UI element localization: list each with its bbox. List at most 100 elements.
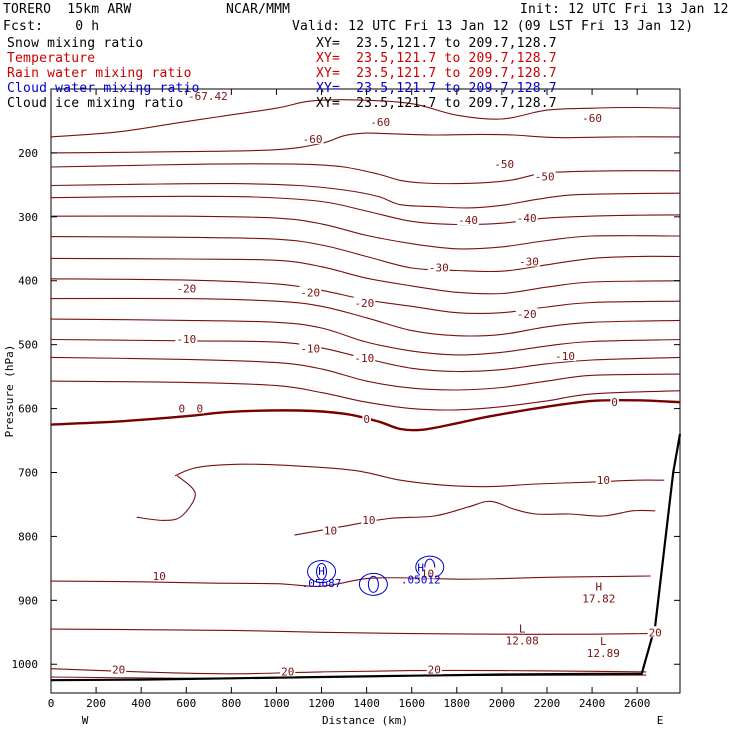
contour-label: -10 [555,350,575,363]
east-label: E [657,714,664,727]
field-name-temperature: Temperature [7,51,96,66]
x-tick-label: 2200 [534,697,561,710]
extremum-letter: L [519,622,526,635]
contour-label: 10 [597,474,610,487]
y-tick-label: 500 [18,339,38,352]
contour-label: 10 [421,567,434,580]
center-name: NCAR/MMM [226,2,291,17]
x-tick-label: 400 [131,697,151,710]
x-tick-label: 1800 [444,697,471,710]
x-tick-label: 2400 [579,697,606,710]
freezing-level-line [50,398,681,432]
contour-label: 20 [281,665,294,678]
field-name-cloud-ice: Cloud ice mixing ratio [7,96,184,111]
contour-label-background [493,157,516,169]
extremum-value: 12.89 [587,647,620,660]
y-tick-label: 200 [18,147,38,160]
isotherm-line [50,380,681,411]
contour-label-background [427,261,450,273]
valid-time: Valid: 12 UTC Fri 13 Jan 12 (09 LST Fri … [292,19,694,34]
isotherm-line [50,318,681,356]
contour-label: 10 [324,525,337,538]
y-tick-label: 400 [18,275,38,288]
contour-label-background [647,626,663,638]
isotherm-line [50,668,647,675]
isotherm-line [50,236,681,273]
x-tick-label: 200 [86,697,106,710]
contour-label: -20 [176,282,196,295]
contour-label-background [322,524,339,536]
x-tick-label: 1400 [353,697,380,710]
contour-label-background [515,212,538,224]
contour-label: 0 [363,413,370,426]
extremum-value: 12.08 [506,634,539,647]
contour-label-background [361,513,377,525]
isotherm-line [50,297,681,337]
extremum-letter: H [318,565,325,578]
terrain-line [50,433,682,682]
contour-label: -20 [354,297,374,310]
axes-layer: 0 200 400 600 800 1000 1200 1400 1600 1800 2000 220… [12,89,680,710]
contour-label: -10 [300,342,320,355]
x-tick-label: 0 [48,697,55,710]
extremum-letter: H [417,562,424,575]
isotherm-line [50,575,651,587]
cloud-water-contour [367,575,379,593]
extremum-value: .05012 [401,574,441,587]
contour-label-background [369,116,392,128]
y-tick-label: 700 [18,466,38,479]
contour-label-background [299,286,322,298]
isotherm-line [50,628,649,635]
field-xy-rain: XY= 23.5,121.7 to 209.7,128.7 [316,66,557,81]
contour-label: 20 [112,663,125,676]
isotherm-line [50,257,681,295]
isotherm-line [50,195,681,226]
cloud-water-layer [307,555,445,596]
contour-label-background [362,412,371,424]
x-tick-label: 600 [176,697,196,710]
model-title: TORERO 15km ARW [3,2,132,17]
cloud-water-contour [307,560,337,584]
west-label: W [82,714,89,727]
field-name-rain: Rain water mixing ratio [7,66,192,81]
cloud-water-contour [358,572,388,596]
isotherm-line [50,215,681,250]
contour-label-background [177,402,187,414]
x-tick-label: 1000 [263,697,290,710]
y-tick-label: 900 [18,594,38,607]
contour-label-background [151,570,167,582]
contour-label-background [299,342,322,354]
x-tick-label: 2000 [489,697,516,710]
extremum-value: 17.82 [582,593,615,606]
contour-label-layer: -60 -60 -60 -50 -50 -40 -40 -30 -30 -20 -20 -20 -20 -… [111,111,663,678]
field-xy-cloud-water: XY= 23.5,121.7 to 209.7,128.7 [316,81,557,96]
isotherm-line [50,278,681,315]
contour-label-background [426,663,442,675]
contour-label-background [554,350,576,362]
contour-label: -40 [458,214,478,227]
extremum-letter: L [600,635,607,648]
freezing-level-layer [50,398,681,432]
contour-label-background [610,396,619,408]
contour-label-background [175,282,198,294]
contour-label-background [515,307,538,319]
contour-label-background [595,474,611,486]
isotherm-line [294,500,656,536]
x-tick-label: 800 [221,697,241,710]
contour-label-background [195,402,205,414]
y-axis-title: Pressure (hPa) [3,345,16,438]
contour-label-background [533,170,556,182]
field-xy-temperature: XY= 23.5,121.7 to 209.7,128.7 [316,51,557,66]
terrain-layer [50,433,682,682]
contour-label: 10 [153,570,166,583]
field-name-snow: Snow mixing ratio [7,36,144,51]
contour-label-background [581,111,603,123]
y-tick-label: 1000 [12,658,39,671]
contour-label: 10 [362,514,375,527]
forecast-hour: Fcst: 0 h [3,19,100,34]
cloud-water-contour [316,563,328,581]
contour-label: 0 [196,403,203,416]
field-name-cloud-water: Cloud water mixing ratio [7,81,200,96]
x-axis-title: Distance (km) [322,714,408,727]
y-tick-label: 300 [18,211,38,224]
